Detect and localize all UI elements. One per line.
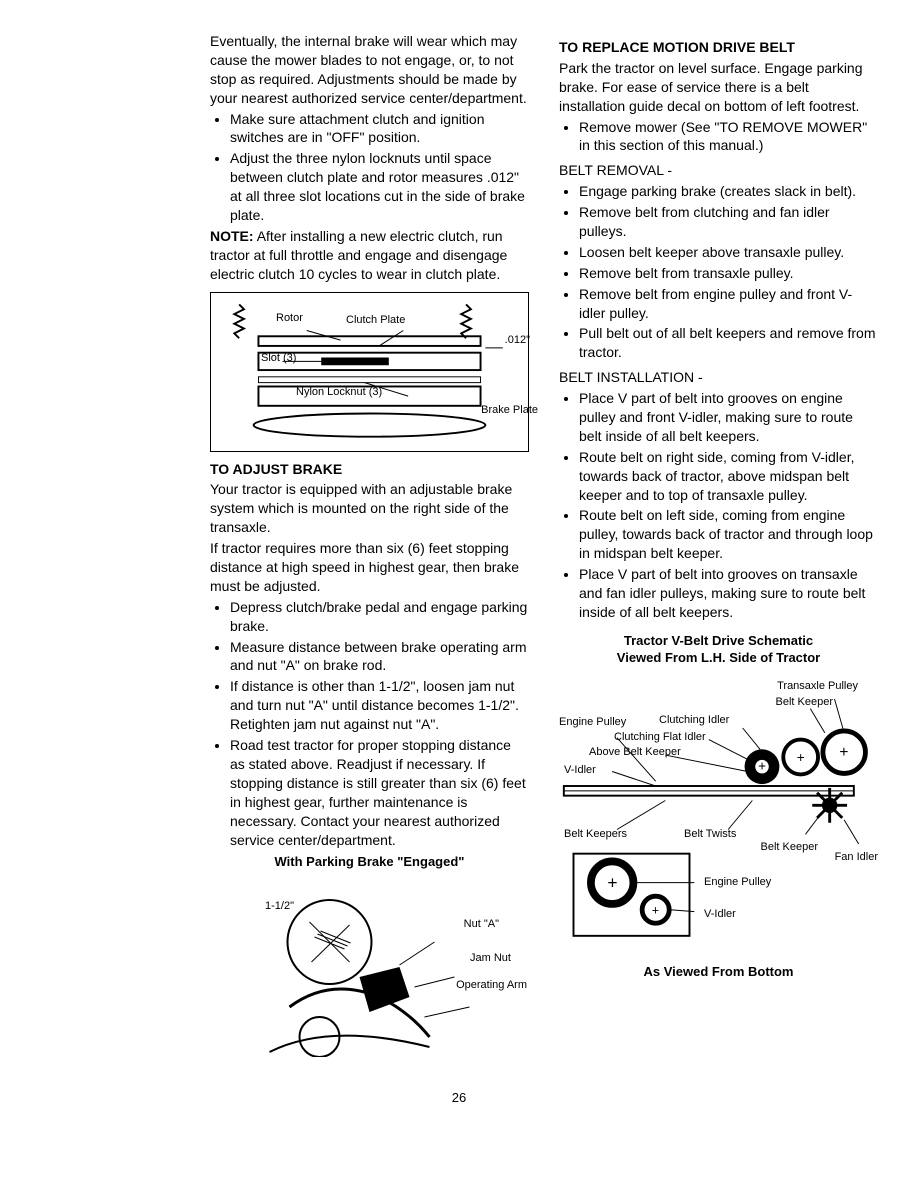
above-keeper-label: Above Belt Keeper	[589, 745, 681, 760]
gap-label: .012"	[505, 333, 530, 348]
right-column: TO REPLACE MOTION DRIVE BELT Park the tr…	[559, 30, 878, 1073]
v-idler-bot-label: V-Idler	[704, 907, 736, 922]
list-item: Pull belt out of all belt keepers and re…	[579, 324, 878, 362]
list-item: Loosen belt keeper above transaxle pulle…	[579, 243, 878, 262]
arm-label: Operating Arm	[456, 979, 527, 991]
page-number: 26	[40, 1089, 878, 1107]
list-item: Route belt on left side, coming from eng…	[579, 506, 878, 563]
clutch-adjust-list: Make sure attachment clutch and ignition…	[210, 110, 529, 225]
belt-keepers-label: Belt Keepers	[564, 827, 627, 842]
replace-belt-p1: Park the tractor on level surface. Engag…	[559, 59, 878, 116]
left-column: Eventually, the internal brake will wear…	[40, 30, 529, 1073]
nuta-label: Nut "A"	[464, 917, 499, 932]
jam-label: Jam Nut	[470, 951, 511, 966]
list-item: Engage parking brake (creates slack in b…	[579, 182, 878, 201]
belt-install-list: Place V part of belt into grooves on eng…	[559, 389, 878, 622]
dist-label: 1-1/2"	[265, 899, 294, 914]
engine-pulley-top-label: Engine Pulley	[559, 717, 626, 728]
list-item: Make sure attachment clutch and ignition…	[230, 110, 529, 148]
slot-label: Slot (3)	[261, 351, 296, 366]
belt-removal-list: Engage parking brake (creates slack in b…	[559, 182, 878, 362]
intro-paragraph: Eventually, the internal brake will wear…	[210, 32, 529, 108]
svg-text:+: +	[758, 758, 766, 773]
engine-pulley-bot-label: Engine Pulley	[704, 875, 771, 890]
brake-plate-label: Brake Plate	[481, 403, 538, 418]
schematic-caption-1: Tractor V-Belt Drive Schematic	[559, 632, 878, 650]
list-item: Place V part of belt into grooves on eng…	[579, 389, 878, 446]
brake-p1: Your tractor is equipped with an adjusta…	[210, 480, 529, 537]
brake-p2: If tractor requires more than six (6) fe…	[210, 539, 529, 596]
list-item: Remove belt from clutching and fan idler…	[579, 203, 878, 241]
note-paragraph: NOTE: After installing a new electric cl…	[210, 227, 529, 284]
belt-keeper-bot-label: Belt Keeper	[761, 840, 818, 855]
svg-text:+: +	[607, 872, 617, 892]
list-item: Depress clutch/brake pedal and engage pa…	[230, 598, 529, 636]
v-idler-top-label: V-Idler	[564, 763, 596, 778]
brake-diagram: 1-1/2" Nut "A" Jam Nut Operating Arm	[210, 879, 529, 1065]
adjust-brake-heading: TO ADJUST BRAKE	[210, 460, 529, 479]
remove-mower-list: Remove mower (See "TO REMOVE MOWER" in t…	[559, 118, 878, 156]
replace-belt-heading: TO REPLACE MOTION DRIVE BELT	[559, 38, 878, 57]
svg-text:+: +	[839, 744, 848, 761]
transaxle-pulley-label: Transaxle Pulley	[777, 679, 858, 694]
list-item: If distance is other than 1-1/2", loosen…	[230, 677, 529, 734]
clutch-diagram: Rotor Clutch Plate .012" Slot (3) Nylon …	[210, 292, 529, 452]
belt-twists-label: Belt Twists	[684, 827, 736, 842]
fan-idler-label: Fan Idler	[835, 850, 878, 865]
belt-keeper-top-label: Belt Keeper	[776, 695, 833, 710]
list-item: Adjust the three nylon locknuts until sp…	[230, 149, 529, 225]
belt-install-heading: BELT INSTALLATION -	[559, 368, 878, 387]
list-item: Road test tractor for proper stopping di…	[230, 736, 529, 849]
list-item: Remove mower (See "TO REMOVE MOWER" in t…	[579, 118, 878, 156]
clutching-idler-label: Clutching Idler	[659, 713, 729, 728]
list-item: Route belt on right side, coming from V-…	[579, 448, 878, 505]
brake-caption: With Parking Brake "Engaged"	[210, 853, 529, 871]
note-text: After installing a new electric clutch, …	[210, 228, 507, 282]
belt-removal-heading: BELT REMOVAL -	[559, 161, 878, 180]
clutch-plate-label: Clutch Plate	[346, 313, 405, 328]
rotor-label: Rotor	[276, 311, 303, 326]
schematic-caption-2: Viewed From L.H. Side of Tractor	[559, 649, 878, 667]
bottom-caption: As Viewed From Bottom	[559, 963, 878, 981]
list-item: Remove belt from engine pulley and front…	[579, 285, 878, 323]
svg-text:+: +	[797, 750, 805, 765]
list-item: Remove belt from transaxle pulley.	[579, 264, 878, 283]
brake-adjust-list: Depress clutch/brake pedal and engage pa…	[210, 598, 529, 850]
note-label: NOTE:	[210, 228, 254, 244]
nylon-label: Nylon Locknut (3)	[296, 385, 382, 400]
list-item: Measure distance between brake operating…	[230, 638, 529, 676]
belt-schematic: + + + +	[559, 675, 878, 955]
svg-text:+: +	[652, 903, 659, 917]
clutching-flat-label: Clutching Flat Idler	[614, 730, 706, 745]
list-item: Place V part of belt into grooves on tra…	[579, 565, 878, 622]
